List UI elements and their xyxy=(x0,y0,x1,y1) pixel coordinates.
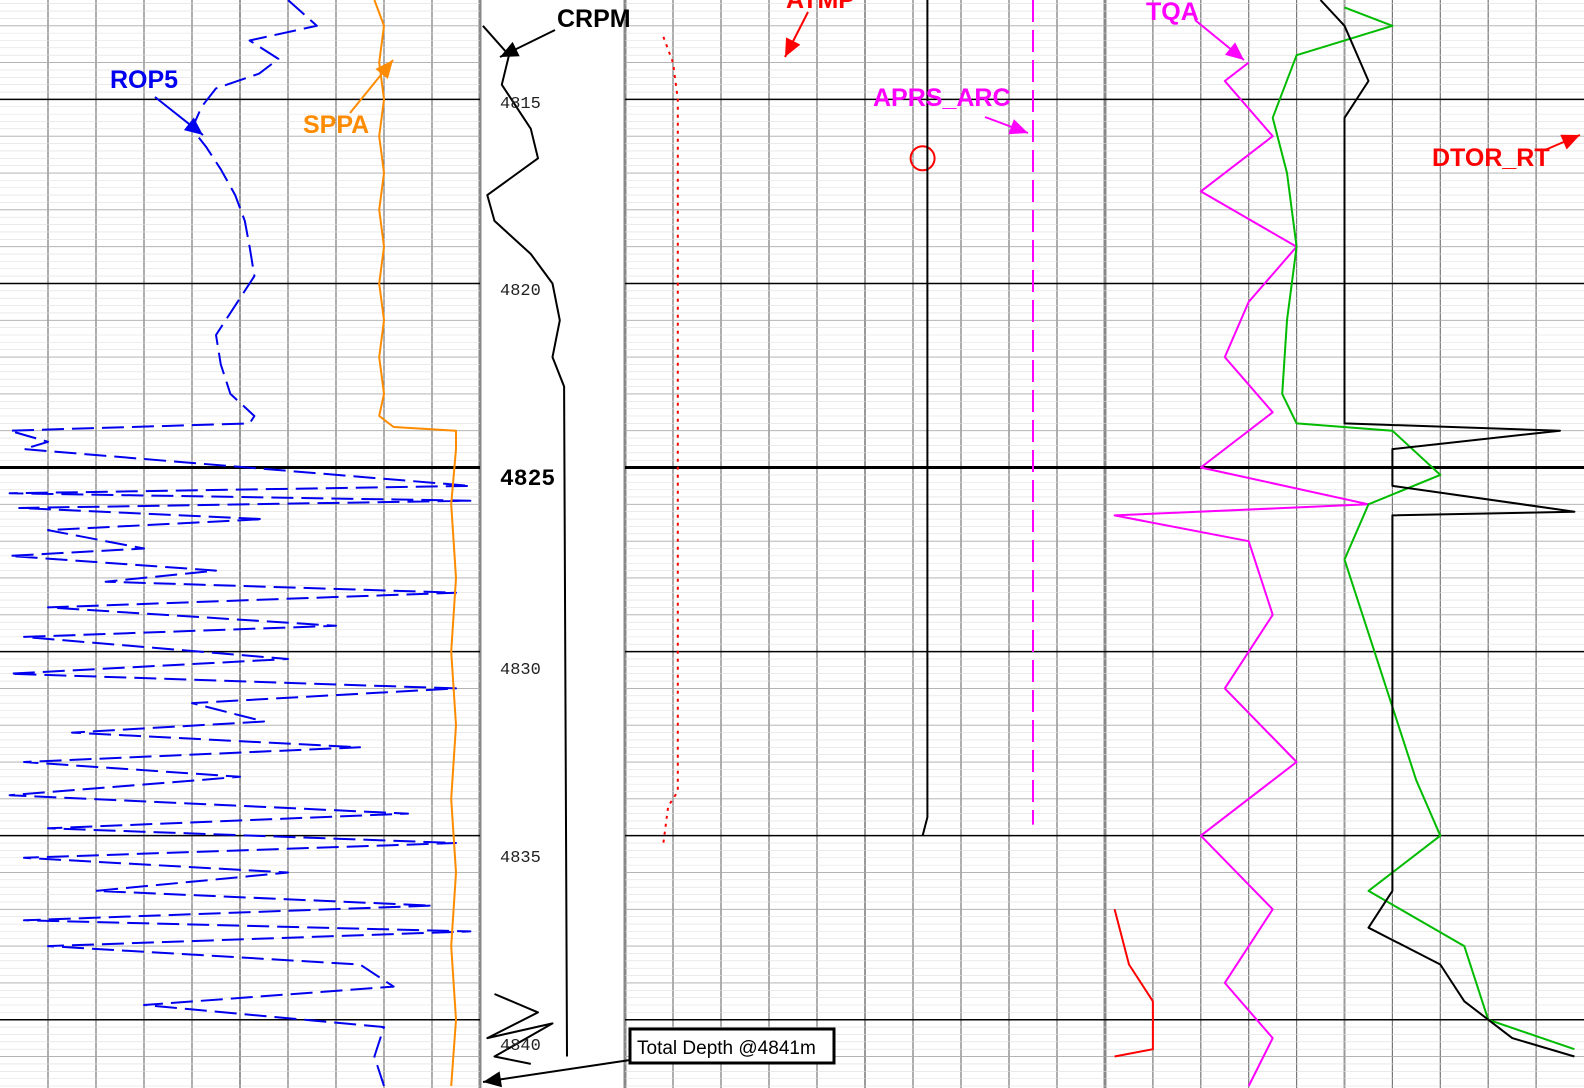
crpm-pointer-head xyxy=(500,41,520,57)
total-depth-pointer-head xyxy=(483,1071,502,1088)
sppa-label: SPPA xyxy=(303,111,369,139)
atmp-label: ATMP xyxy=(786,0,855,14)
crpm-curve xyxy=(482,25,568,1057)
dtor-rt-pointer-head xyxy=(1560,134,1580,150)
crpm-deep-curve xyxy=(486,993,554,1065)
total-depth-note: Total Depth @4841m xyxy=(637,1038,816,1059)
circle-mark-curve xyxy=(909,145,936,172)
depth-tick-label: 4815 xyxy=(500,95,541,114)
rop5-curve xyxy=(8,0,472,1087)
dtor-rt-curve xyxy=(1113,909,1154,1058)
crpm-label: CRPM xyxy=(557,5,631,33)
depth-tick-label-major: 4825 xyxy=(500,466,555,492)
sppa-pointer-head xyxy=(375,60,393,80)
atmp-pointer-head xyxy=(785,37,801,57)
total-depth-box xyxy=(628,1027,836,1065)
tqa-curve xyxy=(1113,61,1370,1087)
depth-tick-label: 4830 xyxy=(500,661,541,680)
sppa-curve xyxy=(373,0,457,1087)
track4-black-curve xyxy=(1319,0,1576,1058)
arrows-layer xyxy=(154,11,1581,1088)
depth-tick-label: 4840 xyxy=(500,1037,541,1056)
total-depth-pointer xyxy=(482,1059,631,1083)
tqa-pointer-head xyxy=(1224,42,1244,60)
rop5-label: ROP5 xyxy=(110,66,178,94)
depth-tick-label: 4820 xyxy=(500,282,541,301)
atmp-curve xyxy=(662,36,679,844)
curves-layer xyxy=(8,0,1576,1087)
depth-tick-label: 4835 xyxy=(500,849,541,868)
rop5-pointer-head xyxy=(183,117,203,135)
track3-black-curve xyxy=(921,0,929,836)
aprs-arc-label: APRS_ARC xyxy=(873,84,1011,112)
labels-layer: ROP5 SPPA CRPM ATMP APRS_ARC TQA DTOR_RT… xyxy=(110,0,1550,1065)
tqa-label: TQA xyxy=(1146,0,1199,26)
aprs-arc-pointer-head xyxy=(1008,119,1028,135)
dtor-rt-label: DTOR_RT xyxy=(1432,144,1550,172)
